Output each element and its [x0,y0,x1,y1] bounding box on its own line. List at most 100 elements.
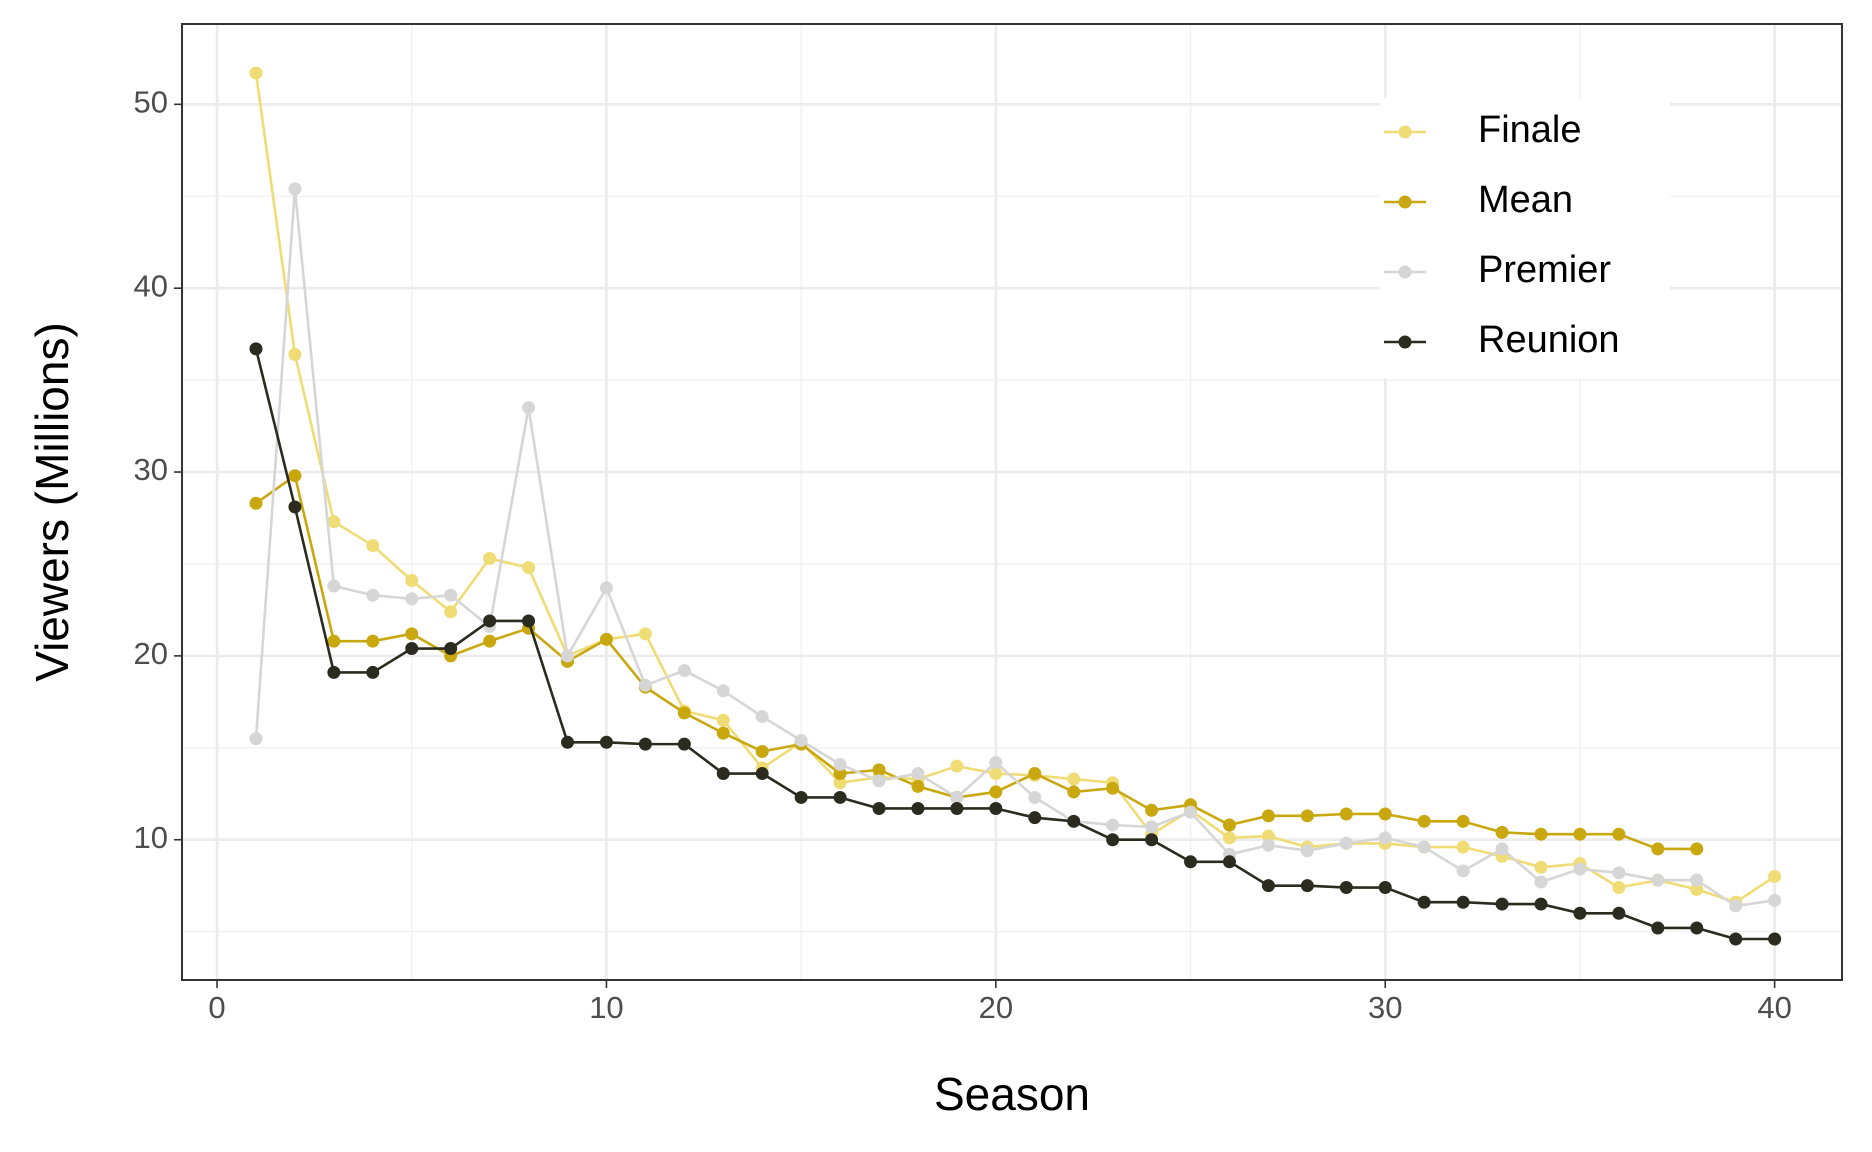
data-point [677,664,691,678]
data-point [483,614,497,628]
data-point [755,767,769,781]
data-point [483,634,497,648]
data-point [911,779,925,793]
x-tick-label: 30 [1368,990,1402,1025]
data-point [989,785,1003,799]
data-point [1690,882,1704,896]
data-point [1690,873,1704,887]
data-point [444,642,458,656]
data-point [288,469,302,483]
legend-point [1398,335,1412,349]
x-tick-label: 0 [208,990,225,1025]
data-point [1106,818,1120,832]
data-point [405,592,419,606]
data-point [1729,899,1743,913]
y-tick-label: 20 [134,636,168,671]
data-point [1378,881,1392,895]
data-point [716,684,730,698]
data-point [327,665,341,679]
panel-border [181,23,1843,981]
data-point [872,774,886,788]
data-point [1456,864,1470,878]
data-point [755,744,769,758]
data-point [1690,921,1704,935]
data-point [249,496,263,510]
x-tick-label: 20 [979,990,1013,1025]
data-point [1145,803,1159,817]
data-point [327,579,341,593]
legend-point [1398,195,1412,209]
data-point [911,767,925,781]
data-point [1534,860,1548,874]
data-point [872,801,886,815]
data-point [1300,809,1314,823]
data-point [950,790,964,804]
y-tick-label: 50 [134,85,168,120]
y-tick-label: 30 [134,452,168,487]
data-point [638,678,652,692]
data-point [599,632,613,646]
data-point [1651,842,1665,856]
legend-point [1398,125,1412,139]
data-point [1768,869,1782,883]
data-point [1417,895,1431,909]
data-point [1300,844,1314,858]
data-point [989,767,1003,781]
data-point [405,627,419,641]
data-point [1067,814,1081,828]
series-line [254,187,1775,908]
legend-label: Premier [1478,249,1611,291]
data-point [833,757,847,771]
data-point [327,515,341,529]
x-tick-label: 10 [589,990,623,1025]
data-point [833,767,847,781]
data-point [1378,831,1392,845]
data-point [1573,906,1587,920]
data-point [1222,831,1236,845]
data-point [1028,811,1042,825]
series-line [254,72,1776,904]
y-tick-label: 10 [134,820,168,855]
data-point [677,706,691,720]
data-point [794,733,808,747]
data-point [833,790,847,804]
data-point [1106,833,1120,847]
data-point [1612,906,1626,920]
data-point [599,735,613,749]
data-point [1534,827,1548,841]
data-point [1495,825,1509,839]
data-point [1261,879,1275,893]
data-point [1456,840,1470,854]
data-point [638,737,652,751]
data-point [405,574,419,588]
data-point [1612,827,1626,841]
data-point [444,588,458,602]
data-point [1145,833,1159,847]
series-line [254,348,1775,941]
data-point [366,634,380,648]
data-point [1145,820,1159,834]
data-point [249,66,263,80]
data-point [716,767,730,781]
data-point [989,801,1003,815]
legend-point [1398,265,1412,279]
data-point [1261,809,1275,823]
data-point [599,581,613,595]
data-point [833,776,847,790]
data-point [1339,836,1353,850]
legend-label: Finale [1478,109,1582,151]
data-point [1729,932,1743,946]
data-point [1184,855,1198,869]
legend-label: Reunion [1478,319,1620,361]
data-point [366,539,380,553]
legend-background [1380,98,1670,378]
legend-label: Mean [1478,179,1573,221]
y-tick-label: 40 [134,268,168,303]
data-point [1690,842,1704,856]
data-point [1612,881,1626,895]
data-point [1300,879,1314,893]
data-point [1612,866,1626,880]
data-point [1456,814,1470,828]
data-point [288,347,302,361]
